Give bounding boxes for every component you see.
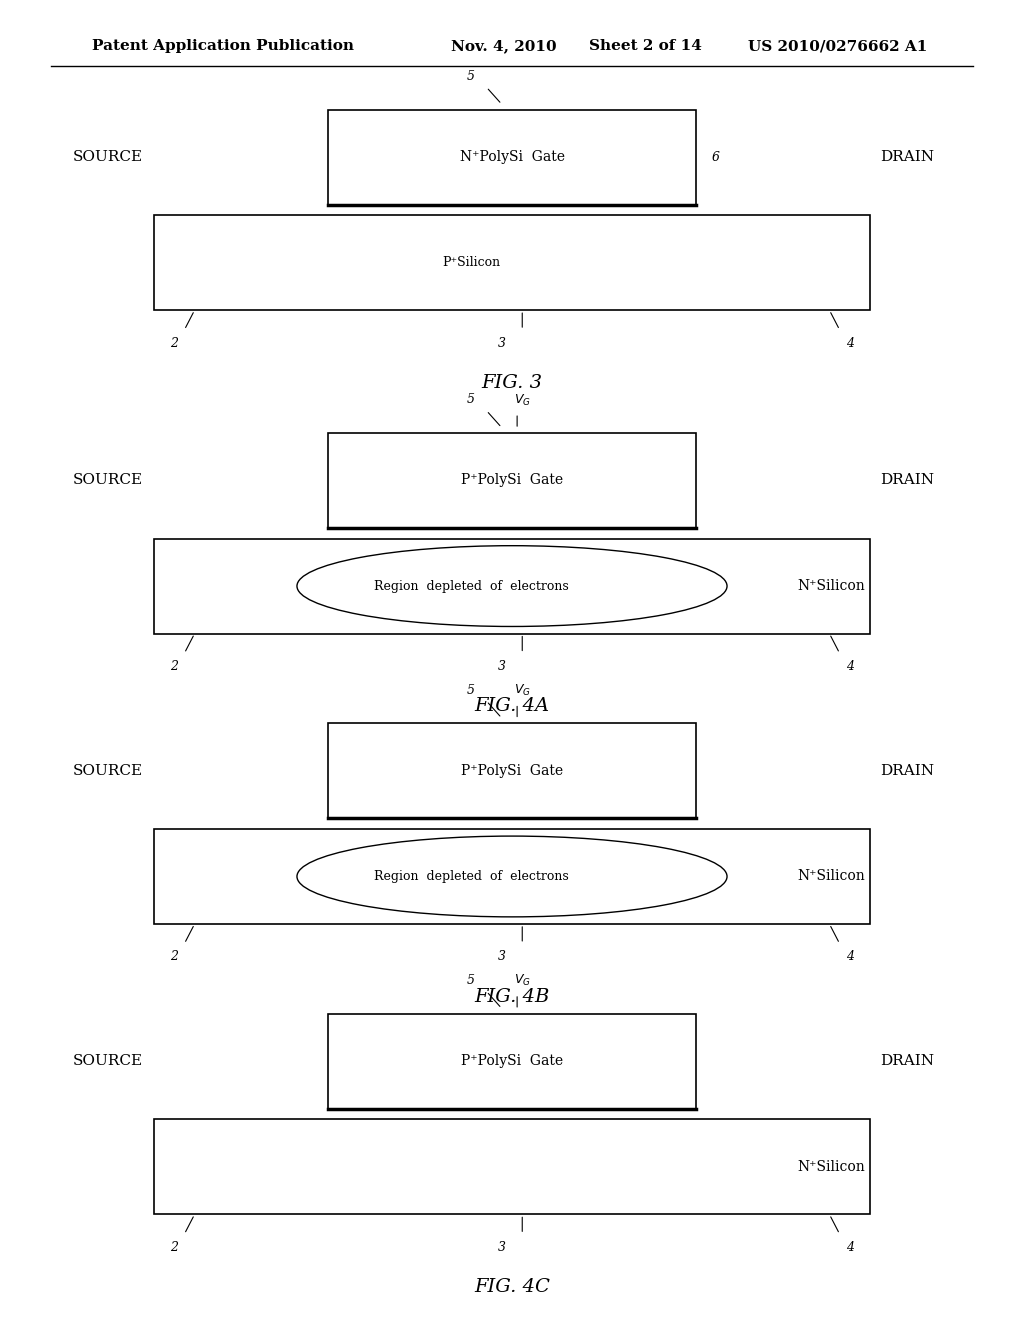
Text: P⁺Silicon: P⁺Silicon [442, 256, 500, 269]
Text: Patent Application Publication: Patent Application Publication [92, 40, 354, 53]
Text: 2: 2 [170, 660, 178, 673]
Text: FIG. 4C: FIG. 4C [474, 1278, 550, 1296]
Text: 2: 2 [170, 950, 178, 964]
Bar [328, 433, 696, 528]
Text: 6: 6 [712, 150, 720, 164]
Text: DRAIN: DRAIN [881, 1055, 935, 1068]
Text: $V_G$: $V_G$ [514, 973, 530, 989]
Text: 4: 4 [846, 337, 854, 350]
Bar [328, 1014, 696, 1109]
Text: Nov. 4, 2010: Nov. 4, 2010 [451, 40, 556, 53]
Text: N⁺Silicon: N⁺Silicon [798, 870, 865, 883]
Text: $V_G$: $V_G$ [514, 682, 530, 698]
Text: US 2010/0276662 A1: US 2010/0276662 A1 [748, 40, 927, 53]
Bar [328, 723, 696, 818]
Text: 3: 3 [498, 337, 506, 350]
Bar [154, 215, 870, 310]
Text: $V_G$: $V_G$ [514, 392, 530, 408]
Text: 4: 4 [846, 950, 854, 964]
Text: P⁺PolySi  Gate: P⁺PolySi Gate [461, 764, 563, 777]
Text: 3: 3 [498, 1241, 506, 1254]
Text: 4: 4 [846, 1241, 854, 1254]
Bar [154, 1119, 870, 1214]
Bar [154, 829, 870, 924]
Text: SOURCE: SOURCE [74, 474, 143, 487]
Text: DRAIN: DRAIN [881, 150, 935, 164]
Text: N⁺Silicon: N⁺Silicon [798, 579, 865, 593]
Text: 5: 5 [467, 393, 475, 407]
Text: 5: 5 [467, 70, 475, 83]
Text: FIG. 4A: FIG. 4A [474, 697, 550, 715]
Text: 3: 3 [498, 660, 506, 673]
Text: Region  depleted  of  electrons: Region depleted of electrons [374, 870, 568, 883]
Text: N⁺PolySi  Gate: N⁺PolySi Gate [460, 150, 564, 164]
Text: 5: 5 [467, 684, 475, 697]
Bar [154, 539, 870, 634]
Text: 2: 2 [170, 1241, 178, 1254]
Text: DRAIN: DRAIN [881, 764, 935, 777]
Text: SOURCE: SOURCE [74, 764, 143, 777]
Text: SOURCE: SOURCE [74, 150, 143, 164]
Text: P⁺PolySi  Gate: P⁺PolySi Gate [461, 1055, 563, 1068]
Text: P⁺PolySi  Gate: P⁺PolySi Gate [461, 474, 563, 487]
Text: 2: 2 [170, 337, 178, 350]
Text: 5: 5 [467, 974, 475, 987]
Bar [328, 110, 696, 205]
Text: 3: 3 [498, 950, 506, 964]
Text: Sheet 2 of 14: Sheet 2 of 14 [589, 40, 701, 53]
Text: Region  depleted  of  electrons: Region depleted of electrons [374, 579, 568, 593]
Text: N⁺Silicon: N⁺Silicon [798, 1160, 865, 1173]
Text: FIG. 4B: FIG. 4B [474, 987, 550, 1006]
Text: FIG. 3: FIG. 3 [481, 374, 543, 392]
Text: 4: 4 [846, 660, 854, 673]
Text: SOURCE: SOURCE [74, 1055, 143, 1068]
Text: DRAIN: DRAIN [881, 474, 935, 487]
